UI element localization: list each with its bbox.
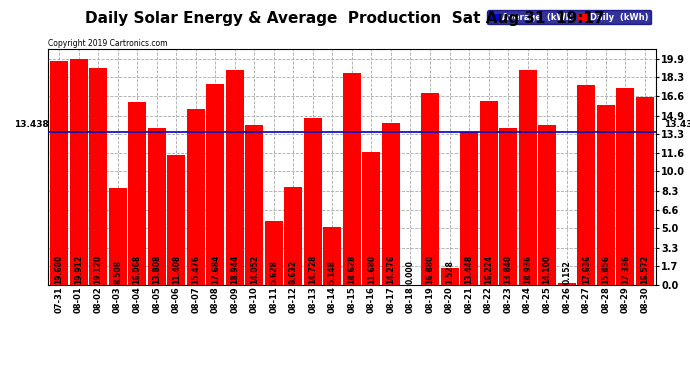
Bar (324, 226, 342, 285)
Bar (167, 155, 185, 285)
Bar (362, 152, 380, 285)
Bar (246, 125, 264, 285)
Bar (421, 93, 439, 285)
Text: 15.476: 15.476 (191, 255, 200, 284)
Text: 16.068: 16.068 (132, 254, 141, 284)
Text: 16.572: 16.572 (640, 255, 649, 284)
Text: 16.224: 16.224 (484, 255, 493, 284)
Bar (89, 68, 107, 285)
Text: 17.336: 17.336 (621, 254, 630, 284)
Bar (519, 70, 537, 285)
Bar (284, 187, 302, 285)
Text: 8.508: 8.508 (113, 260, 122, 284)
Bar (343, 74, 361, 285)
Bar (499, 128, 517, 285)
Text: Daily Solar Energy & Average  Production  Sat Aug 31  19:17: Daily Solar Energy & Average Production … (86, 11, 604, 26)
Bar (460, 132, 478, 285)
Text: 19.912: 19.912 (74, 255, 83, 284)
Bar (206, 84, 224, 285)
Text: 13.448: 13.448 (464, 254, 473, 284)
Text: 19.120: 19.120 (94, 255, 103, 284)
Text: 14.728: 14.728 (308, 254, 317, 284)
Bar (70, 59, 88, 285)
Text: 15.856: 15.856 (601, 255, 610, 284)
Bar (480, 101, 497, 285)
Bar (382, 123, 400, 285)
Bar (50, 62, 68, 285)
Bar (440, 268, 458, 285)
Text: Copyright 2019 Cartronics.com: Copyright 2019 Cartronics.com (48, 39, 168, 48)
Text: 13.808: 13.808 (152, 254, 161, 284)
Text: 14.052: 14.052 (250, 255, 259, 284)
Text: 13.840: 13.840 (504, 254, 513, 284)
Text: 17.636: 17.636 (582, 254, 591, 284)
Bar (558, 283, 575, 285)
Text: 5.628: 5.628 (269, 260, 278, 284)
Text: 14.100: 14.100 (542, 255, 551, 284)
Bar (187, 109, 205, 285)
Bar (635, 97, 653, 285)
Text: 18.936: 18.936 (523, 254, 532, 284)
Text: 14.276: 14.276 (386, 254, 395, 284)
Bar (304, 118, 322, 285)
Text: 13.438: 13.438 (14, 120, 49, 129)
Text: 17.684: 17.684 (210, 254, 219, 284)
Bar (538, 125, 556, 285)
Text: 5.148: 5.148 (328, 260, 337, 284)
Legend: Average  (kWh), Daily  (kWh): Average (kWh), Daily (kWh) (487, 10, 651, 24)
Bar (597, 105, 615, 285)
Text: 18.628: 18.628 (347, 254, 357, 284)
Bar (616, 88, 634, 285)
Text: 16.880: 16.880 (426, 254, 435, 284)
Bar (148, 128, 166, 285)
Text: 1.528: 1.528 (445, 260, 454, 284)
Bar (578, 85, 595, 285)
Bar (265, 221, 283, 285)
Text: 0.152: 0.152 (562, 260, 571, 284)
Text: 13.438: 13.438 (664, 120, 690, 129)
Text: 11.408: 11.408 (172, 254, 181, 284)
Text: 8.632: 8.632 (289, 260, 298, 284)
Bar (108, 188, 126, 285)
Bar (226, 70, 244, 285)
Text: 19.680: 19.680 (55, 254, 63, 284)
Bar (128, 102, 146, 285)
Text: 0.000: 0.000 (406, 260, 415, 284)
Text: 18.944: 18.944 (230, 254, 239, 284)
Text: 11.680: 11.680 (367, 254, 376, 284)
